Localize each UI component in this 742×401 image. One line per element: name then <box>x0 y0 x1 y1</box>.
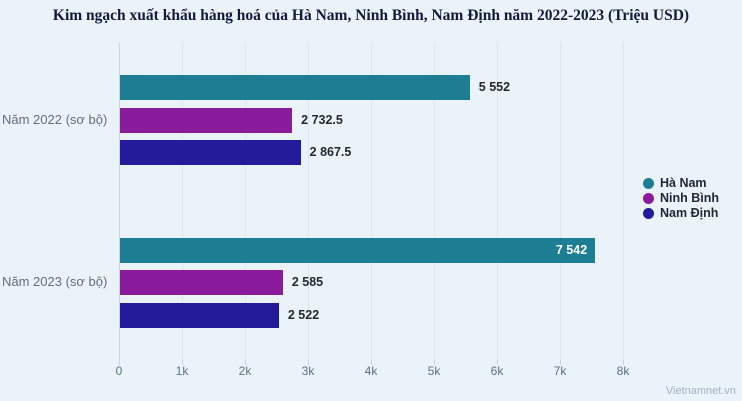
x-tick-label: 6k <box>490 364 504 378</box>
legend-label: Nam Định <box>660 206 719 220</box>
gridline <box>497 42 498 360</box>
gridline <box>245 42 246 360</box>
axis-tick <box>623 360 624 365</box>
gridline <box>623 42 624 360</box>
value-label: 2 585 <box>291 275 324 289</box>
gridline <box>308 42 309 360</box>
axis-tick <box>497 360 498 365</box>
value-label: 5 552 <box>478 80 511 94</box>
bar-nam-định-1[interactable] <box>120 302 279 328</box>
bar-hà-nam-0[interactable] <box>120 75 470 100</box>
axis-tick <box>371 360 372 365</box>
chart-title: Kim ngạch xuất khẩu hàng hoá của Hà Nam,… <box>52 7 690 24</box>
legend-item-nam-dinh[interactable]: Nam Định <box>643 206 719 220</box>
bar-ninh-bình-0[interactable] <box>120 107 293 133</box>
watermark-vietnamnet: Vietnamnet.vn <box>665 385 736 397</box>
axis-tick <box>308 360 309 365</box>
value-label: 7 542 <box>555 242 588 257</box>
category-label-2022: Năm 2022 (sơ bộ) <box>2 112 108 127</box>
legend-label: Ninh Bình <box>660 191 720 205</box>
legend-marker-icon <box>643 192 654 204</box>
legend-marker-icon <box>643 207 654 219</box>
axis-tick <box>119 360 120 365</box>
x-tick-label: 2k <box>238 364 252 378</box>
x-tick-label: 5k <box>427 364 441 378</box>
bar-ninh-bình-1[interactable] <box>120 270 283 295</box>
y-axis-line <box>119 42 120 360</box>
gridline <box>371 42 372 360</box>
gridline <box>182 42 183 360</box>
x-tick-label: 1k <box>175 364 189 378</box>
axis-tick <box>182 360 183 365</box>
x-tick-label: 8k <box>616 364 630 378</box>
x-tick-label: 3k <box>301 364 315 378</box>
bar-hà-nam-1[interactable] <box>120 237 596 263</box>
legend-label: Hà Nam <box>660 176 707 190</box>
gridline <box>434 42 435 360</box>
axis-tick <box>560 360 561 365</box>
legend-marker-icon <box>643 177 654 189</box>
gridline <box>560 42 561 360</box>
legend: Hà Nam Ninh Bình Nam Định <box>643 176 719 221</box>
axis-tick <box>245 360 246 365</box>
value-label: 2 867.5 <box>309 145 352 159</box>
x-tick-label: 7k <box>553 364 567 378</box>
axis-tick <box>434 360 435 365</box>
x-tick-label: 0 <box>115 364 123 378</box>
legend-item-ninh-binh[interactable]: Ninh Bình <box>643 191 719 205</box>
legend-item-ha-nam[interactable]: Hà Nam <box>643 176 719 190</box>
x-tick-label: 4k <box>364 364 378 378</box>
category-label-2023: Năm 2023 (sơ bộ) <box>2 274 108 289</box>
bar-nam-định-0[interactable] <box>120 140 301 165</box>
value-label: 2 522 <box>287 307 320 322</box>
value-label: 2 732.5 <box>301 112 343 127</box>
